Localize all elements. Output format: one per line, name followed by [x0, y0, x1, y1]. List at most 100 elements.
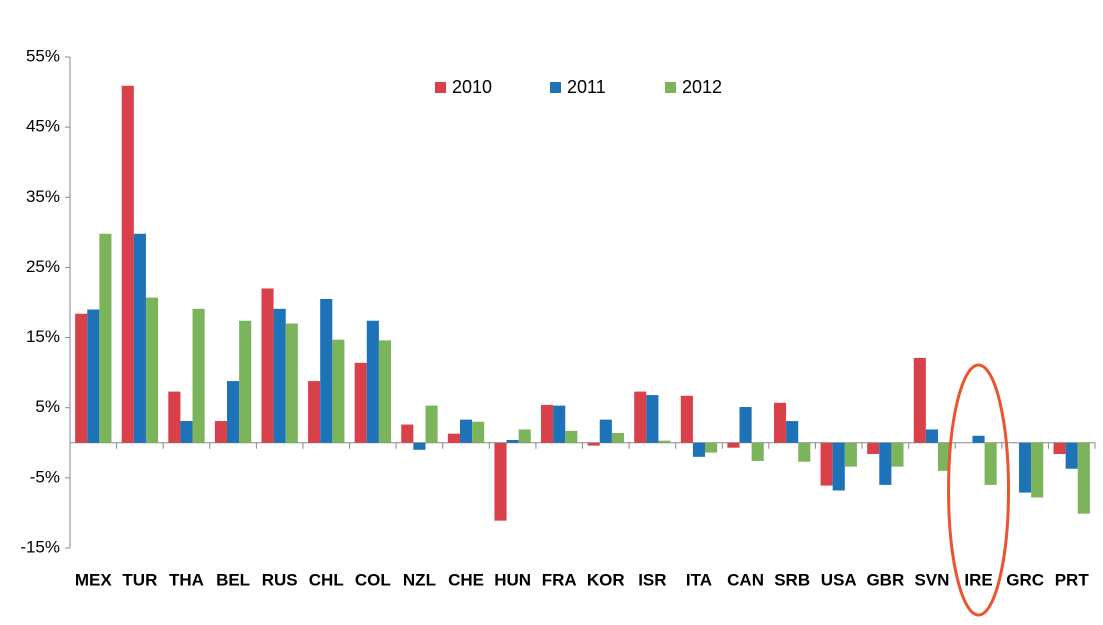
- x-tick-label: GBR: [866, 570, 904, 589]
- bar: [611, 432, 624, 443]
- bar: [553, 405, 566, 443]
- bar: [332, 339, 345, 443]
- bar: [75, 313, 88, 443]
- legend-swatch: [665, 82, 676, 93]
- x-tick-label: CAN: [727, 570, 764, 589]
- bar: [214, 421, 228, 443]
- legend-swatch: [435, 82, 446, 93]
- bar: [285, 323, 298, 443]
- bar: [844, 442, 857, 467]
- bar: [413, 442, 426, 450]
- x-tick-label: SRB: [774, 570, 810, 589]
- y-tick-label: 25%: [26, 257, 60, 276]
- bar: [786, 421, 799, 443]
- bar: [658, 440, 671, 443]
- x-tick-label: SVN: [914, 570, 949, 589]
- y-tick-label: 45%: [26, 117, 60, 136]
- bar: [447, 433, 460, 443]
- bar: [472, 421, 485, 443]
- bar: [541, 404, 554, 443]
- bar: [1065, 442, 1078, 469]
- bar: [320, 298, 333, 443]
- bar: [972, 435, 985, 443]
- bar: [925, 429, 938, 443]
- x-tick-label: FRA: [542, 570, 577, 589]
- bar: [121, 85, 134, 443]
- legend-label: 2010: [452, 77, 492, 97]
- legend-swatch: [550, 82, 561, 93]
- bar: [99, 233, 112, 443]
- bar: [565, 430, 578, 443]
- x-tick-label: HUN: [494, 570, 531, 589]
- bar: [705, 442, 718, 453]
- x-tick-label: CHE: [448, 570, 484, 589]
- bar: [145, 297, 159, 443]
- bar: [239, 320, 252, 443]
- bar: [1031, 442, 1044, 498]
- x-tick-label: MEX: [75, 570, 113, 589]
- y-tick-label: 35%: [26, 187, 60, 206]
- bar: [937, 442, 951, 471]
- bar: [168, 391, 181, 443]
- x-tick-label: ISR: [638, 570, 666, 589]
- bar: [1077, 442, 1090, 514]
- bar: [180, 421, 193, 443]
- bar: [891, 442, 904, 467]
- highlight-ellipse: [947, 363, 1011, 617]
- bar: [354, 362, 367, 443]
- bar: [378, 340, 392, 443]
- y-tick-label: 55%: [26, 46, 60, 65]
- bar: [459, 419, 473, 443]
- bar: [984, 442, 997, 485]
- bar: [820, 442, 833, 486]
- bar: [692, 442, 706, 457]
- bar: [727, 442, 740, 448]
- y-tick-label: -15%: [20, 537, 60, 556]
- x-tick-label: CHL: [309, 570, 344, 589]
- bar: [798, 442, 811, 462]
- bar: [680, 395, 693, 443]
- bar: [599, 419, 612, 443]
- bar: [879, 442, 892, 485]
- bar: [1053, 442, 1066, 455]
- bar: [366, 320, 379, 443]
- bar: [401, 424, 414, 443]
- bar: [1019, 442, 1032, 493]
- bar: [273, 308, 286, 443]
- x-tick-label: RUS: [262, 570, 298, 589]
- bar: [425, 405, 438, 443]
- legend-label: 2012: [682, 77, 722, 97]
- bar: [192, 308, 205, 443]
- bar: [133, 233, 146, 443]
- bar: [751, 442, 764, 462]
- bar: [913, 357, 926, 443]
- bar: [261, 288, 274, 443]
- x-tick-label: COL: [355, 570, 391, 589]
- bar: [739, 407, 752, 443]
- bar: [494, 442, 507, 521]
- bar: [867, 442, 880, 455]
- x-tick-label: TUR: [122, 570, 157, 589]
- y-tick-label: 5%: [35, 397, 60, 416]
- x-tick-label: PRT: [1055, 570, 1090, 589]
- bar: [518, 429, 531, 443]
- bar: [506, 439, 519, 443]
- x-tick-label: THA: [169, 570, 204, 589]
- x-tick-label: GRC: [1006, 570, 1044, 589]
- bar: [646, 395, 659, 443]
- bar: [587, 442, 600, 446]
- x-tick-label: KOR: [587, 570, 625, 589]
- y-tick-label: 15%: [26, 327, 60, 346]
- x-tick-label: IRE: [964, 570, 992, 589]
- x-tick-label: USA: [821, 570, 857, 589]
- bar: [227, 381, 240, 443]
- bar: [773, 402, 787, 443]
- legend-label: 2011: [567, 77, 606, 97]
- x-tick-label: NZL: [403, 570, 436, 589]
- y-tick-label: -5%: [30, 467, 60, 486]
- bar: [87, 309, 100, 443]
- x-tick-label: BEL: [216, 570, 250, 589]
- x-tick-label: ITA: [686, 570, 712, 589]
